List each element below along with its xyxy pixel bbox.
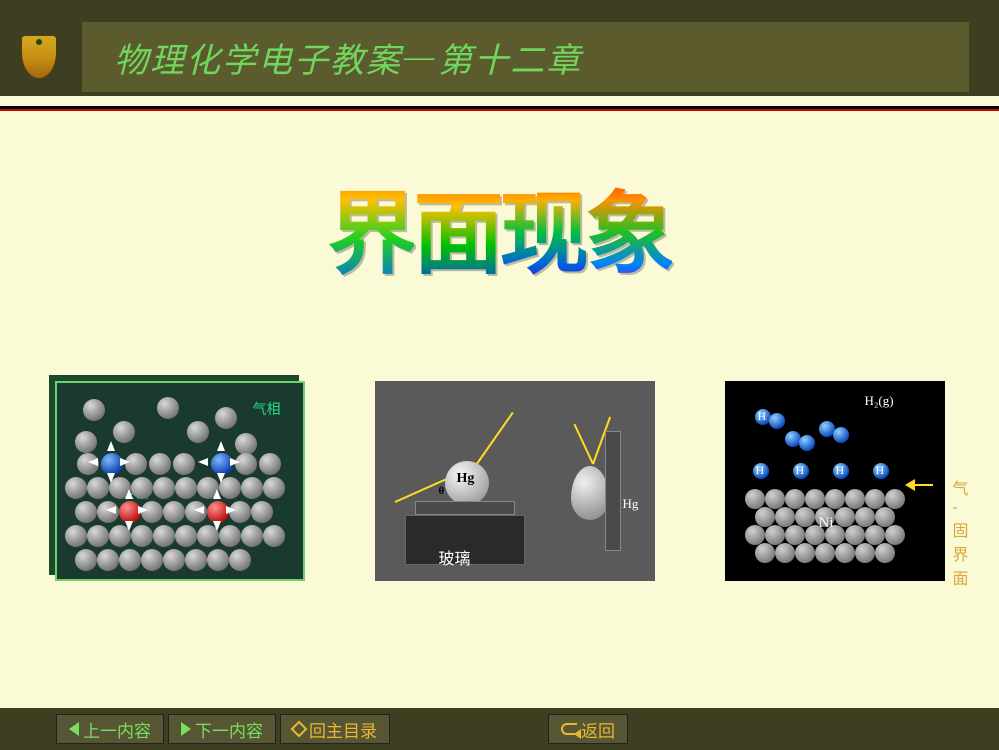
back-label: 返回 [581, 717, 615, 742]
panel-mercury-glass: Hg θ 玻璃 Hg [375, 381, 655, 581]
triangle-right-icon [181, 722, 191, 736]
diamond-icon [291, 721, 308, 738]
prev-label: 上一内容 [83, 717, 151, 742]
title-part1: 物理化学电子教案 [114, 33, 402, 82]
back-arc-icon [561, 723, 577, 735]
next-label: 下一内容 [195, 717, 263, 742]
h-atom-label: H [796, 463, 805, 478]
h-atom-label: H [836, 463, 845, 478]
h-atom-label: H [756, 463, 765, 478]
title-part2: 第十二章 [438, 33, 582, 82]
next-button[interactable]: 下一内容 [168, 714, 276, 744]
home-label: 回主目录 [309, 717, 377, 742]
nickel-label: Ni [819, 515, 834, 532]
h-atom-label: H [876, 463, 885, 478]
panel-gas-solid: H₂(g) H H H H H 气 - 固界面 [725, 381, 945, 581]
arrow-line [913, 484, 933, 486]
mercury-label: Hg [457, 471, 475, 487]
page-title: 物理化学电子教案 — 第十二章 [82, 22, 969, 92]
panel-gas-liquid: 气相 液相 [55, 381, 305, 581]
prev-button[interactable]: 上一内容 [56, 714, 164, 744]
back-button[interactable]: 返回 [548, 714, 628, 744]
title-char: 面 [414, 161, 500, 291]
arrow-head-icon [905, 479, 915, 491]
bottom-nav: 上一内容 下一内容 回主目录 返回 [0, 708, 999, 750]
panels-row: 气相 液相 [0, 381, 999, 581]
top-bar [0, 0, 999, 18]
h2-gas-label: H₂(g) [865, 393, 894, 409]
glass-label: 玻璃 [439, 545, 471, 569]
gas-phase-label: 气相 [253, 399, 281, 419]
title-char: 象 [586, 161, 672, 291]
header: 物理化学电子教案 — 第十二章 [0, 18, 999, 96]
university-logo [10, 27, 68, 87]
main-content: 界 面 现 象 气相 液相 [0, 111, 999, 701]
gas-solid-interface-label: 气 - 固界面 [953, 475, 969, 589]
mercury-wall-label: Hg [623, 496, 639, 512]
home-button[interactable]: 回主目录 [280, 714, 390, 744]
h-atom-label: H [758, 409, 767, 424]
theta-label: θ [439, 485, 445, 497]
title-dash: — [404, 38, 436, 76]
title-char: 界 [328, 161, 414, 291]
triangle-left-icon [69, 722, 79, 736]
title-char: 现 [500, 161, 586, 291]
main-rainbow-title: 界 面 现 象 [328, 161, 672, 291]
